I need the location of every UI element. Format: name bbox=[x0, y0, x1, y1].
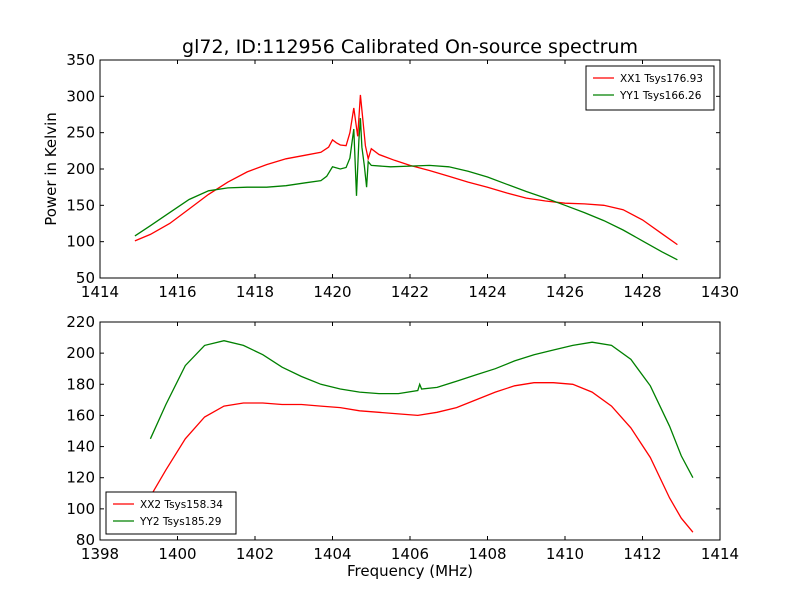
y-tick-label: 120 bbox=[66, 469, 95, 487]
x-tick-label: 1398 bbox=[81, 545, 119, 563]
y-tick-label: 350 bbox=[66, 51, 95, 69]
x-tick-label: 1404 bbox=[313, 545, 351, 563]
y-tick-label: 180 bbox=[66, 375, 95, 393]
x-tick-label: 1406 bbox=[391, 545, 429, 563]
y-tick-label: 160 bbox=[66, 406, 95, 424]
y-tick-label: 50 bbox=[76, 269, 95, 287]
y-tick-label: 100 bbox=[66, 233, 95, 251]
y-tick-label: 200 bbox=[66, 160, 95, 178]
x-tick-label: 1400 bbox=[158, 545, 196, 563]
y-axis-label: Power in Kelvin bbox=[42, 112, 60, 226]
y-tick-label: 150 bbox=[66, 196, 95, 214]
y-tick-label: 80 bbox=[76, 531, 95, 549]
y-tick-label: 100 bbox=[66, 500, 95, 518]
x-tick-label: 1428 bbox=[623, 283, 661, 301]
chart-title: gl72, ID:112956 Calibrated On-source spe… bbox=[182, 36, 638, 58]
x-axis-label: Frequency (MHz) bbox=[347, 562, 473, 580]
legend-label: XX1 Tsys176.93 bbox=[620, 73, 703, 85]
legend-label: YY2 Tsys185.29 bbox=[139, 516, 221, 528]
series-line-2-2 bbox=[149, 340, 694, 479]
legend-label: XX2 Tsys158.34 bbox=[140, 499, 223, 511]
top-chart-panel: 1414 1416 1418 1420 1422 1424 1426 1428 1430 50 10… bbox=[42, 51, 739, 301]
x-tick-label: 1430 bbox=[701, 283, 739, 301]
legend: XX1 Tsys176.93 YY1 Tsys166.26 bbox=[585, 65, 715, 111]
x-tick-label: 1418 bbox=[236, 283, 274, 301]
y-tick-label: 200 bbox=[66, 344, 95, 362]
x-tick-label: 1422 bbox=[391, 283, 429, 301]
bottom-chart-panel: 1398 1400 1402 1404 1406 1408 1410 1412 1414 80 10… bbox=[66, 313, 739, 580]
legend-box bbox=[105, 491, 237, 535]
y-tick-label: 250 bbox=[66, 124, 95, 142]
x-tick-label: 1408 bbox=[468, 545, 506, 563]
y-tick-label: 220 bbox=[66, 313, 95, 331]
y-tick-label: 140 bbox=[66, 438, 95, 456]
x-tick-label: 1420 bbox=[313, 283, 351, 301]
series-line-2-1 bbox=[149, 382, 694, 533]
legend-box bbox=[585, 65, 715, 111]
x-tick-label: 1426 bbox=[546, 283, 584, 301]
x-tick-label: 1414 bbox=[81, 283, 119, 301]
series-line-1-1 bbox=[134, 94, 678, 246]
legend-label: YY1 Tsys166.26 bbox=[619, 90, 702, 102]
series-line-1-2 bbox=[134, 118, 678, 261]
legend: XX2 Tsys158.34 YY2 Tsys185.29 bbox=[105, 491, 237, 535]
x-tick-label: 1410 bbox=[546, 545, 584, 563]
x-tick-label: 1416 bbox=[158, 283, 196, 301]
x-tick-label: 1412 bbox=[623, 545, 661, 563]
x-tick-label: 1414 bbox=[701, 545, 739, 563]
x-tick-label: 1424 bbox=[468, 283, 506, 301]
y-tick-label: 300 bbox=[66, 87, 95, 105]
x-tick-label: 1402 bbox=[236, 545, 274, 563]
